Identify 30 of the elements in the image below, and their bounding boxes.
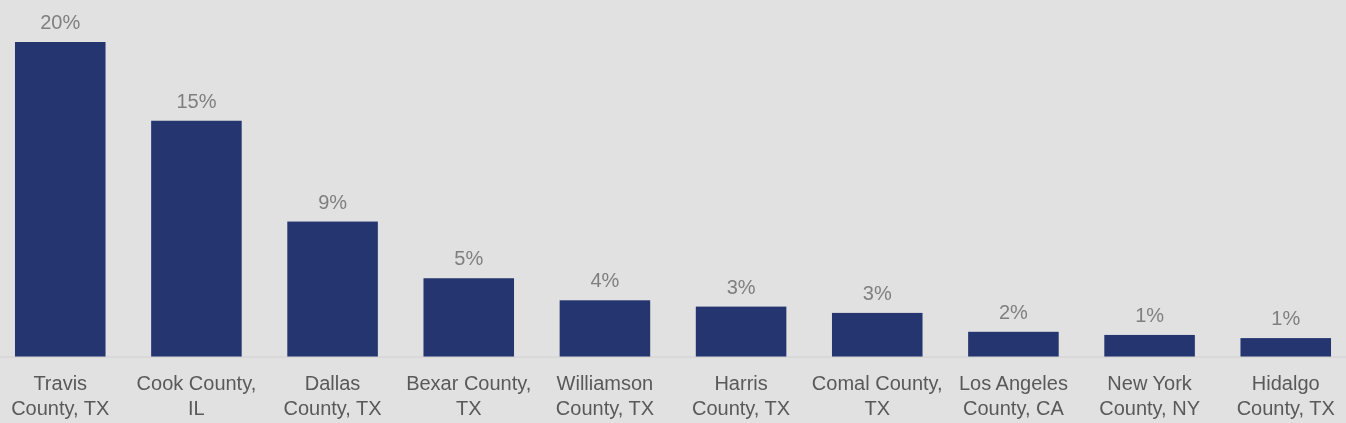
data-label: 9% [318,190,348,213]
bar [968,331,1059,357]
bar [1104,334,1195,357]
bar [695,306,787,357]
bar [423,278,515,357]
x-tick-label: Hidalgo County, TX [1236,372,1335,419]
data-label: 5% [454,247,484,270]
x-tick-label: Dallas County, TX [283,372,382,419]
data-label: 1% [1271,307,1301,330]
data-label: 1% [1135,303,1165,326]
bar [559,300,651,357]
data-label: 4% [590,269,620,292]
data-label: 2% [998,300,1029,323]
x-tick-label: New York County, NY [1099,372,1200,419]
bar [1240,338,1332,357]
bar [287,221,378,357]
data-label: 15% [176,89,217,112]
bar [14,42,106,357]
x-tick-label: Comal County, TX [811,372,943,419]
x-tick-label: Travis County, TX [11,372,110,419]
data-label: 3% [862,281,892,304]
bar [151,120,242,357]
bar [831,312,923,357]
x-tick-label: Harris County, TX [691,372,791,419]
data-label: 20% [40,11,81,33]
data-label: 3% [726,275,756,298]
x-tick-label: Bexar County, TX [406,372,532,419]
x-tick-label: Cook County, IL [136,372,257,419]
x-tick-label: Williamson County, TX [555,372,655,419]
x-tick-label: Los Angeles County, CA [958,372,1068,419]
